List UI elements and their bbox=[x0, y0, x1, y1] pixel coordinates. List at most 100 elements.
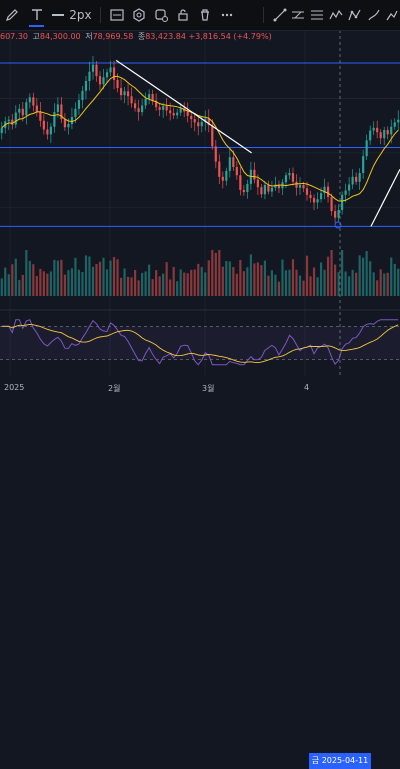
candle-body bbox=[32, 97, 35, 106]
fib-tool[interactable] bbox=[308, 0, 327, 30]
time-axis[interactable]: 2025 2월 3월 4 금 2025-04-11 bbox=[0, 376, 400, 769]
volume-bar bbox=[232, 267, 235, 296]
candle-body bbox=[102, 77, 105, 85]
candle-body bbox=[88, 71, 91, 82]
volume-bar bbox=[183, 272, 186, 296]
candle-body bbox=[295, 181, 298, 188]
brush-tool[interactable] bbox=[364, 0, 383, 30]
candle-body bbox=[98, 76, 102, 85]
alert-tool[interactable] bbox=[150, 0, 173, 30]
candle-body bbox=[165, 106, 168, 111]
pattern-tool[interactable] bbox=[327, 0, 346, 30]
volume-bar bbox=[176, 281, 179, 296]
volume-bar bbox=[270, 270, 274, 296]
candle-body bbox=[186, 111, 189, 116]
volume-bar bbox=[284, 270, 288, 296]
candle-body bbox=[67, 124, 70, 128]
volume-bar bbox=[376, 280, 379, 296]
volume-bar bbox=[25, 250, 28, 296]
candle-body bbox=[91, 64, 95, 72]
rsi-pane bbox=[0, 319, 400, 366]
ray-tool[interactable] bbox=[289, 0, 308, 30]
volume-bars bbox=[0, 250, 400, 296]
candle-body bbox=[302, 185, 305, 189]
volume-bar bbox=[225, 261, 228, 296]
candle-body bbox=[49, 126, 52, 135]
candle-body bbox=[144, 98, 147, 106]
volume-bar bbox=[372, 272, 375, 296]
measure-tool[interactable] bbox=[345, 0, 364, 30]
volume-bar bbox=[179, 269, 182, 296]
volume-bar bbox=[0, 278, 3, 296]
lock-tool[interactable] bbox=[173, 0, 194, 30]
cursor-tool[interactable] bbox=[383, 0, 400, 30]
candle-body bbox=[351, 176, 354, 185]
candle-body bbox=[39, 111, 42, 121]
candle-body bbox=[190, 115, 193, 120]
candle-body bbox=[228, 157, 231, 171]
volume-bar bbox=[305, 255, 309, 296]
volume-bar bbox=[4, 267, 7, 296]
candle-body bbox=[298, 185, 302, 188]
candle-body bbox=[204, 118, 207, 122]
volume-bar bbox=[102, 257, 105, 296]
candle-body bbox=[362, 156, 365, 174]
volume-bar bbox=[369, 261, 372, 296]
volume-bar bbox=[263, 260, 266, 296]
ohlc-open: 607.30 bbox=[0, 32, 28, 41]
candle-body bbox=[397, 119, 400, 123]
volume-bar bbox=[253, 263, 256, 296]
candle-body bbox=[169, 110, 172, 114]
crosshair-point bbox=[334, 221, 342, 229]
candle-body bbox=[105, 72, 109, 78]
candle-body bbox=[14, 112, 17, 125]
rsi-line bbox=[1, 319, 399, 366]
line-width-tool[interactable]: 2px bbox=[49, 0, 94, 30]
candle-body bbox=[109, 67, 112, 73]
price-chart[interactable] bbox=[0, 0, 400, 400]
pencil-tool[interactable] bbox=[0, 0, 24, 30]
volume-bar bbox=[386, 272, 389, 296]
candle-body bbox=[330, 196, 333, 212]
candle-body bbox=[81, 90, 84, 101]
trend-lines[interactable] bbox=[115, 59, 400, 227]
volume-bar bbox=[130, 277, 133, 296]
candle-body bbox=[172, 113, 175, 116]
horizontal-levels[interactable] bbox=[0, 62, 400, 227]
ray-icon bbox=[292, 11, 305, 19]
trend-line-tool[interactable] bbox=[270, 0, 289, 30]
candle-body bbox=[291, 173, 295, 182]
candle-body bbox=[365, 140, 368, 157]
alert-icon bbox=[155, 9, 169, 22]
x-tick-label: 2월 bbox=[108, 384, 121, 393]
volume-bar bbox=[312, 267, 316, 296]
candle-body bbox=[155, 100, 158, 108]
color-tool[interactable] bbox=[107, 0, 128, 30]
candle-body bbox=[232, 157, 235, 168]
settings-tool[interactable] bbox=[128, 0, 151, 30]
candle-body bbox=[274, 184, 277, 188]
brush-icon bbox=[368, 9, 380, 21]
volume-bar bbox=[383, 273, 386, 296]
volume-bar bbox=[98, 261, 102, 296]
candle-body bbox=[277, 184, 281, 189]
delete-tool[interactable] bbox=[193, 0, 216, 30]
volume-bar bbox=[351, 269, 354, 296]
ohlc-close: 83,423.84 bbox=[145, 32, 186, 41]
more-tool[interactable] bbox=[216, 0, 239, 30]
volume-bar bbox=[218, 250, 221, 296]
volume-bar bbox=[109, 260, 112, 296]
candle-body bbox=[179, 108, 182, 113]
volume-bar bbox=[207, 260, 210, 296]
volume-bar bbox=[151, 279, 154, 296]
candle-body bbox=[137, 108, 140, 113]
text-tool[interactable] bbox=[24, 0, 48, 30]
candle-body bbox=[393, 122, 396, 127]
candle-body bbox=[225, 170, 228, 181]
ohlc-high: 84,300.00 bbox=[39, 32, 81, 41]
measure-icon bbox=[348, 9, 361, 21]
volume-bar bbox=[11, 264, 14, 296]
ohlc-close-label: 종 bbox=[137, 32, 146, 41]
candle-body bbox=[70, 116, 74, 125]
volume-bar bbox=[7, 274, 10, 296]
